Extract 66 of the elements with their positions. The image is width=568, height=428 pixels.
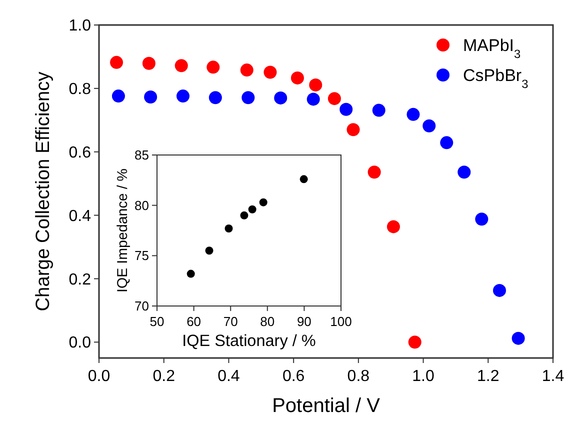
point <box>406 108 420 121</box>
x-tick-label: 50 <box>150 314 164 329</box>
point <box>110 56 124 69</box>
point <box>144 90 158 104</box>
point <box>512 332 525 345</box>
x-tick-label: 60 <box>186 314 202 329</box>
x-tick-label: 100 <box>330 314 352 329</box>
point <box>208 91 222 104</box>
y-tick-label: 0.8 <box>68 81 92 98</box>
point <box>300 175 308 184</box>
point <box>112 90 125 103</box>
point <box>290 71 304 84</box>
point <box>206 60 220 74</box>
x-tick-label: 0.0 <box>88 368 110 385</box>
point <box>205 246 214 255</box>
point <box>368 166 381 179</box>
point <box>248 205 256 214</box>
point <box>328 92 341 106</box>
point <box>224 224 233 232</box>
point <box>440 136 454 150</box>
point <box>408 336 422 349</box>
y-axis-title: IQE Impedance / % <box>115 168 131 292</box>
x-tick-label: 70 <box>223 314 238 329</box>
legend-label: MAPbI$_{3}$ <box>463 36 522 61</box>
point <box>176 90 190 103</box>
x-tick-label: 1.4 <box>542 368 564 385</box>
y-tick-label: 0.0 <box>68 334 92 352</box>
y-tick-label: 0.6 <box>68 144 92 162</box>
x-axis-title: Potential / V <box>272 395 381 417</box>
point <box>264 66 277 79</box>
y-tick-label: 1.0 <box>68 18 92 35</box>
x-tick-label: 0.8 <box>347 368 370 385</box>
point <box>240 211 248 220</box>
x-axis-title: IQE Stationary / % <box>182 332 316 350</box>
y-tick-label: 85 <box>134 148 149 163</box>
y-tick-label: 75 <box>134 248 149 264</box>
x-tick-label: 0.6 <box>282 368 305 385</box>
y-tick-label: 80 <box>134 198 149 213</box>
x-tick-label: 0.4 <box>218 368 240 385</box>
point <box>309 78 322 92</box>
point <box>174 59 188 72</box>
y-axis-title: Charge Collection Efficiency <box>33 71 54 312</box>
x-tick-label: 80 <box>260 314 275 329</box>
point <box>259 198 268 206</box>
point <box>422 119 436 132</box>
point <box>274 91 288 104</box>
point <box>475 212 488 226</box>
point <box>386 220 400 234</box>
y-tick-label: 0.4 <box>68 208 92 225</box>
y-tick-label: 0.2 <box>68 271 92 288</box>
point <box>346 123 360 136</box>
x-tick-label: 1.0 <box>412 368 435 385</box>
point <box>240 64 254 77</box>
x-tick-label: 0.2 <box>152 368 176 385</box>
point <box>458 166 471 179</box>
point <box>372 104 386 117</box>
x-tick-label: 1.2 <box>477 368 500 385</box>
point <box>340 102 353 116</box>
x-tick-label: 90 <box>296 314 312 329</box>
point <box>492 284 506 297</box>
point <box>242 91 255 104</box>
point <box>306 92 320 106</box>
y-tick-label: 70 <box>134 298 149 314</box>
point <box>186 270 195 278</box>
legend-label: CsPbBr$_{3}$ <box>463 66 529 91</box>
point <box>142 56 156 70</box>
